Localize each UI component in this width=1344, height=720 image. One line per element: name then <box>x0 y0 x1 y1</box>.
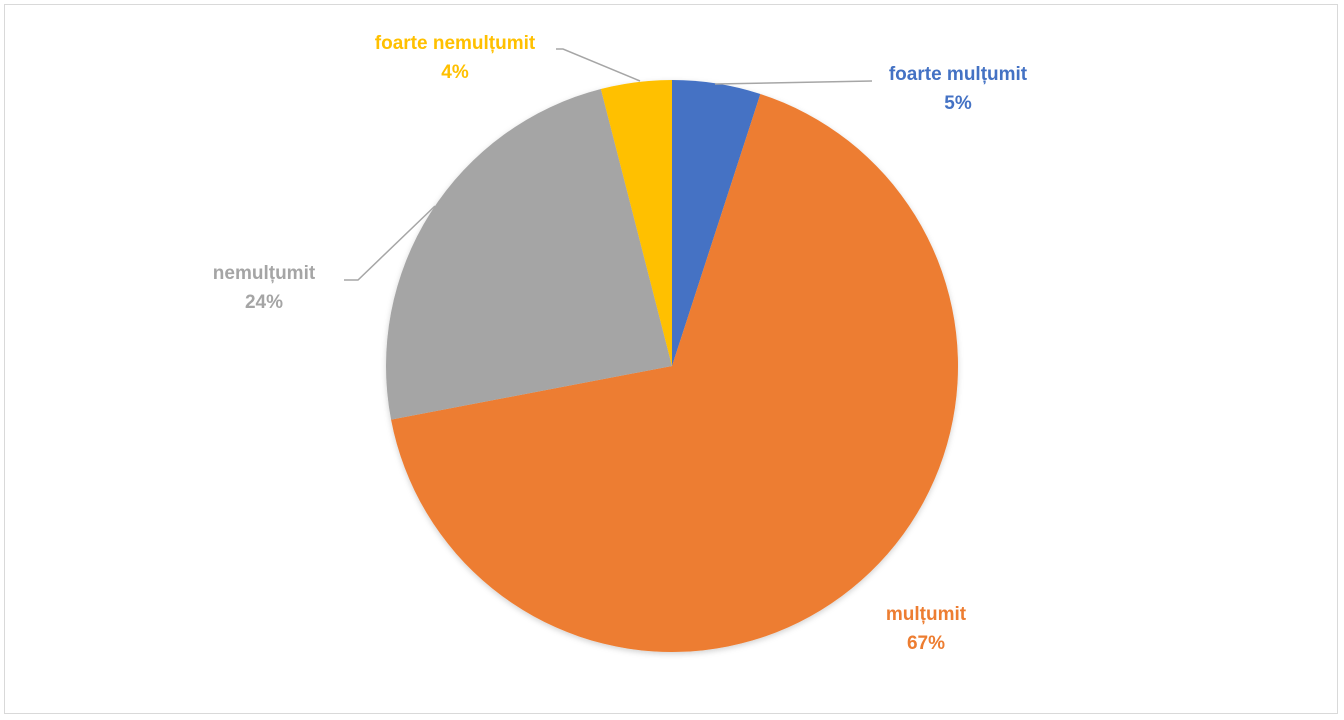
data-label-name-nemultumit: nemulțumit <box>213 263 316 284</box>
data-label-name-foarte-nemultumit: foarte nemulțumit <box>375 33 536 54</box>
pie-slice-foarte-multumit <box>672 80 761 366</box>
data-label-value-foarte-multumit: 5% <box>944 93 972 114</box>
data-label-value-foarte-nemultumit: 4% <box>441 62 469 83</box>
pie-slice-foarte-nemultumit <box>600 80 672 366</box>
leader-line-nemultumit <box>344 205 436 281</box>
data-label-name-multumit: mulțumit <box>886 604 967 625</box>
leader-line-foarte-nemultumit <box>556 48 641 82</box>
data-label-value-multumit: 67% <box>907 633 945 654</box>
pie-slice-multumit <box>391 93 958 653</box>
data-label-value-nemultumit: 24% <box>245 292 283 313</box>
pie-slice-nemultumit <box>386 88 672 420</box>
data-label-name-foarte-multumit: foarte mulțumit <box>889 64 1028 85</box>
pie-slices <box>386 80 958 653</box>
leader-line-foarte-multumit <box>714 80 873 85</box>
